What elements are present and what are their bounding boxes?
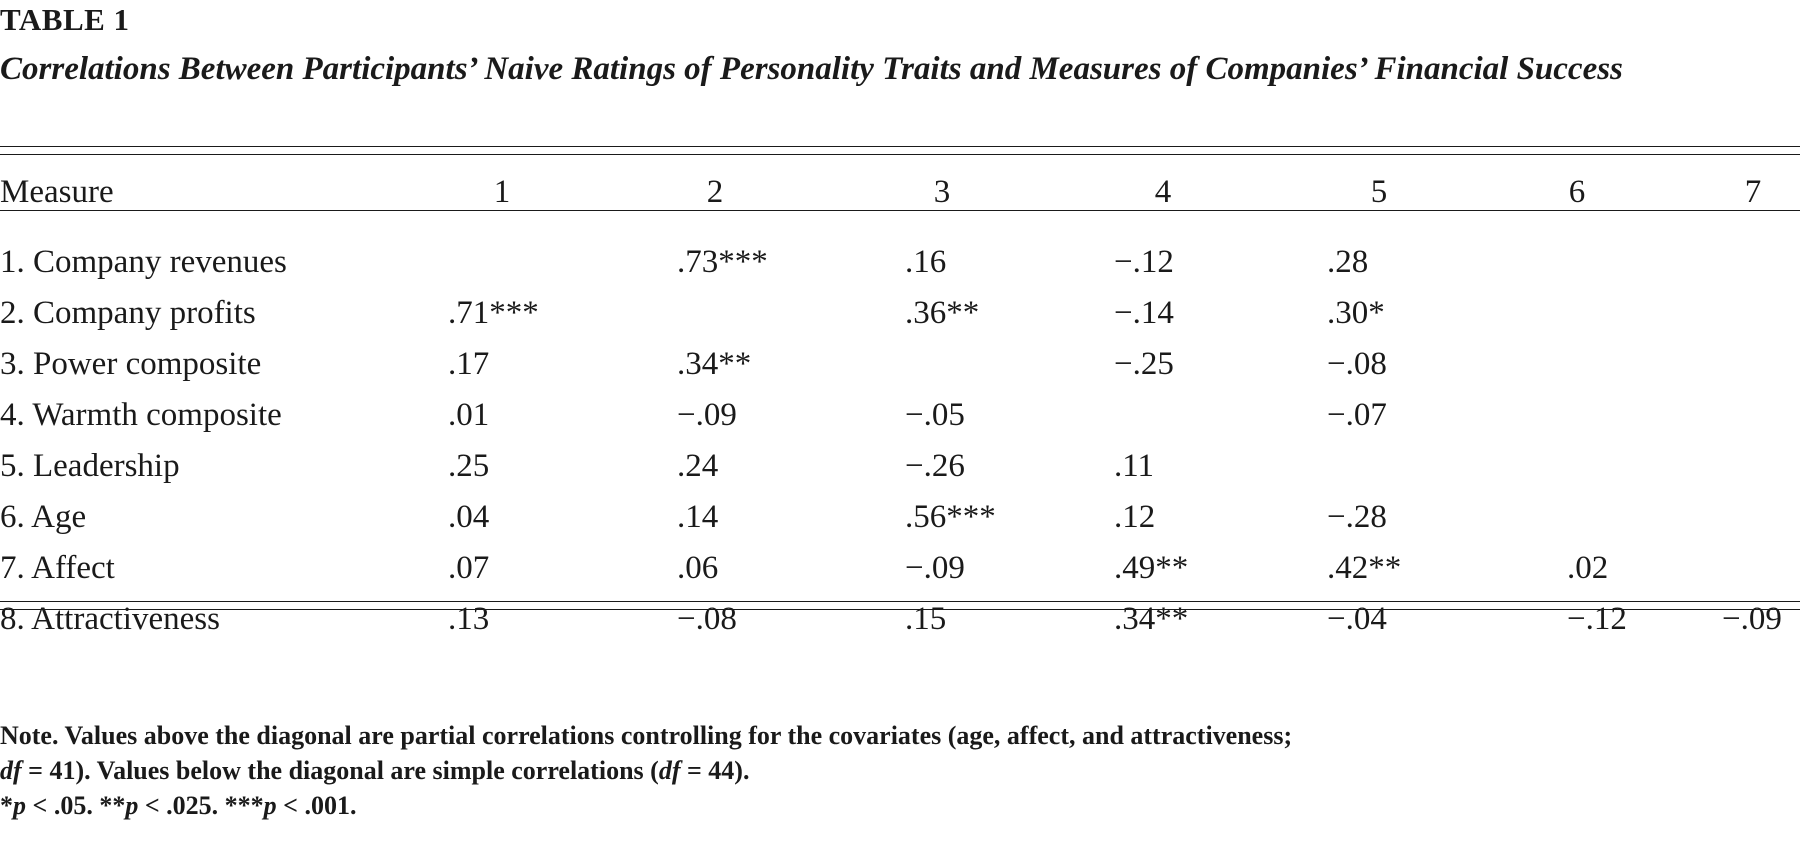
table-cell: .71*** bbox=[448, 295, 539, 331]
row-label: 8. Attractiveness bbox=[0, 601, 220, 637]
table-cell: −.26 bbox=[905, 448, 965, 484]
sig-p-1: p bbox=[13, 791, 26, 820]
table-label: TABLE 1 bbox=[0, 2, 130, 37]
table-cell: .14 bbox=[677, 499, 719, 535]
row-label: 3. Power composite bbox=[0, 346, 262, 382]
top-rule-2 bbox=[0, 154, 1800, 155]
note-line-2: df = 41). Values below the diagonal are … bbox=[0, 753, 1800, 788]
header-col-6: 6 bbox=[1568, 174, 1586, 210]
row-label: 6. Age bbox=[0, 499, 87, 535]
table-cell: −.14 bbox=[1114, 295, 1174, 331]
row-label: 7. Affect bbox=[0, 550, 115, 586]
sig-text-3: < .001. bbox=[276, 791, 357, 820]
row-label: 1. Company revenues bbox=[0, 244, 287, 280]
table-cell: .13 bbox=[448, 601, 490, 637]
header-measure: Measure bbox=[0, 174, 114, 210]
table-note: Note. Values above the diagonal are part… bbox=[0, 718, 1800, 823]
table-cell: .25 bbox=[448, 448, 490, 484]
note-text-1: Values above the diagonal are partial co… bbox=[64, 721, 1293, 750]
table-cell: .56*** bbox=[905, 499, 996, 535]
sig-star-3: *** bbox=[224, 791, 264, 820]
note-text-3: = 44). bbox=[680, 756, 750, 785]
note-df-2: df bbox=[658, 756, 681, 785]
table-cell: −.25 bbox=[1114, 346, 1174, 382]
row-label: 4. Warmth composite bbox=[0, 397, 282, 433]
table-cell: .73*** bbox=[677, 244, 768, 280]
sig-text-2: < .025. bbox=[138, 791, 225, 820]
header-col-5: 5 bbox=[1370, 174, 1388, 210]
table-title: Correlations Between Participants’ Naive… bbox=[0, 51, 1623, 87]
note-significance: *p < .05. **p < .025. ***p < .001. bbox=[0, 788, 1800, 823]
table-cell: −.08 bbox=[677, 601, 737, 637]
note-df-1: df bbox=[0, 756, 22, 785]
sig-text-1: < .05. bbox=[26, 791, 100, 820]
table-cell: −.08 bbox=[1327, 346, 1387, 382]
table-cell: .15 bbox=[905, 601, 947, 637]
bottom-rule-2 bbox=[0, 609, 1800, 610]
table-cell: −.09 bbox=[677, 397, 737, 433]
table-cell: −.04 bbox=[1327, 601, 1387, 637]
table-cell: −.09 bbox=[905, 550, 965, 586]
table-cell: .49** bbox=[1114, 550, 1189, 586]
header-col-7: 7 bbox=[1744, 174, 1762, 210]
table-cell: .16 bbox=[905, 244, 947, 280]
sig-p-3: p bbox=[263, 791, 277, 820]
table-cell: .01 bbox=[448, 397, 490, 433]
bottom-rule-1 bbox=[0, 601, 1800, 602]
table-cell: .04 bbox=[448, 499, 490, 535]
table-cell: .34** bbox=[677, 346, 752, 382]
row-label: 2. Company profits bbox=[0, 295, 256, 331]
row-label: 5. Leadership bbox=[0, 448, 180, 484]
table-cell: .06 bbox=[677, 550, 719, 586]
table-cell: −.09 bbox=[1722, 601, 1782, 637]
header-col-2: 2 bbox=[706, 174, 724, 210]
header-col-3: 3 bbox=[933, 174, 951, 210]
table-cell: −.05 bbox=[905, 397, 965, 433]
table-cell: .30* bbox=[1327, 295, 1385, 331]
table-cell: .42** bbox=[1327, 550, 1402, 586]
note-line-1: Note. Values above the diagonal are part… bbox=[0, 718, 1800, 753]
sig-star-1: * bbox=[0, 791, 13, 820]
table-cell: .12 bbox=[1114, 499, 1156, 535]
table-cell: −.12 bbox=[1114, 244, 1174, 280]
table-cell: −.12 bbox=[1567, 601, 1627, 637]
table-cell: .02 bbox=[1567, 550, 1609, 586]
table-cell: .28 bbox=[1327, 244, 1369, 280]
top-rule-1 bbox=[0, 146, 1800, 147]
table-cell: .11 bbox=[1114, 448, 1155, 484]
table-cell: −.28 bbox=[1327, 499, 1387, 535]
header-col-1: 1 bbox=[493, 174, 511, 210]
header-col-4: 4 bbox=[1154, 174, 1172, 210]
table-cell: .36** bbox=[905, 295, 980, 331]
sig-star-2: ** bbox=[99, 791, 126, 820]
table-cell: .24 bbox=[677, 448, 719, 484]
table-cell: .17 bbox=[448, 346, 490, 382]
note-label: Note. bbox=[0, 721, 59, 750]
table-cell: .07 bbox=[448, 550, 490, 586]
note-text-2: = 41). Values below the diagonal are sim… bbox=[21, 756, 659, 785]
sig-p-2: p bbox=[125, 791, 139, 820]
header-rule bbox=[0, 210, 1800, 211]
table-cell: .34** bbox=[1114, 601, 1189, 637]
table-cell: −.07 bbox=[1327, 397, 1387, 433]
